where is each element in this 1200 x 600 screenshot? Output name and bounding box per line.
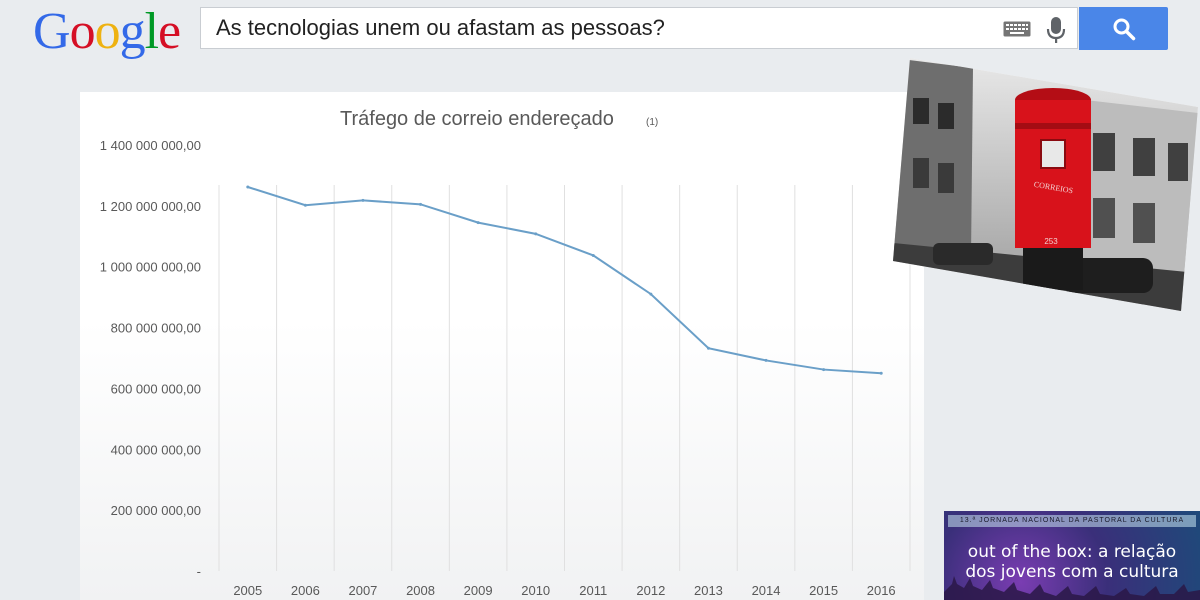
y-tick-label: 1 200 000 000,00	[100, 199, 201, 214]
x-tick-label: 2005	[233, 583, 262, 598]
search-icon	[1113, 18, 1136, 41]
y-tick-label: -	[197, 564, 201, 579]
x-tick-label: 2007	[348, 583, 377, 598]
x-tick-label: 2010	[521, 583, 550, 598]
chart-panel: Tráfego de correio endereçado (1) - 200 0…	[80, 92, 924, 600]
mailbox-number: 253	[1044, 237, 1058, 246]
data-point	[246, 185, 250, 189]
logo-letter: g	[119, 3, 146, 60]
series-line	[247, 186, 882, 375]
y-tick-label: 1 400 000 000,00	[100, 138, 201, 153]
x-tick-label: 2014	[752, 583, 781, 598]
banner-title: out of the box: a relação dos jovens com…	[944, 542, 1200, 582]
data-point	[649, 292, 653, 296]
x-tick-label: 2013	[694, 583, 723, 598]
x-tick-label: 2016	[867, 583, 896, 598]
y-tick-label: 600 000 000,00	[111, 381, 201, 396]
mailbox-photo: CORREIOS 253	[893, 58, 1198, 311]
x-tick-label: 2011	[579, 583, 607, 598]
x-tick-label: 2015	[809, 583, 838, 598]
y-tick-label: 200 000 000,00	[111, 503, 201, 518]
data-point	[879, 371, 883, 375]
google-logo[interactable]: Google	[33, 2, 181, 62]
search-box[interactable]: As tecnologias unem ou afastam as pessoa…	[200, 7, 1078, 49]
data-point	[303, 203, 307, 207]
microphone-icon[interactable]	[1046, 16, 1066, 49]
search-input[interactable]: As tecnologias unem ou afastam as pessoa…	[216, 15, 665, 40]
data-point	[706, 346, 710, 350]
data-point	[591, 253, 595, 257]
chart-title: Tráfego de correio endereçado	[340, 108, 614, 130]
data-point	[822, 368, 826, 372]
logo-letter: o	[94, 3, 121, 60]
search-button[interactable]	[1079, 7, 1168, 50]
logo-letter: l	[144, 3, 159, 60]
data-point	[361, 198, 365, 202]
x-tick-label: 2008	[406, 583, 435, 598]
x-tick-label: 2006	[291, 583, 320, 598]
data-point	[534, 232, 538, 236]
y-tick-label: 1 000 000 000,00	[100, 260, 201, 275]
banner-title-line1: out of the box: a relação	[967, 542, 1177, 562]
logo-letter: o	[69, 3, 96, 60]
data-point	[764, 358, 768, 362]
data-point	[419, 202, 423, 206]
logo-letter: G	[33, 3, 71, 60]
x-tick-label: 2009	[464, 583, 493, 598]
y-tick-label: 800 000 000,00	[111, 321, 201, 336]
logo-letter: e	[158, 3, 181, 60]
banner-top-text: 13.ª JORNADA NACIONAL DA PASTORAL DA CUL…	[948, 515, 1196, 527]
x-tick-label: 2012	[636, 583, 665, 598]
raised-hands-silhouette	[944, 576, 1200, 600]
chart-title-note: (1)	[646, 117, 658, 128]
line-chart: Tráfego de correio endereçado (1) - 200 0…	[100, 108, 911, 598]
data-point	[476, 221, 480, 225]
event-banner: 13.ª JORNADA NACIONAL DA PASTORAL DA CUL…	[944, 511, 1200, 600]
keyboard-icon[interactable]	[1003, 21, 1031, 42]
y-tick-label: 400 000 000,00	[111, 442, 201, 457]
banner-title-line2: dos jovens com a cultura	[965, 562, 1179, 582]
